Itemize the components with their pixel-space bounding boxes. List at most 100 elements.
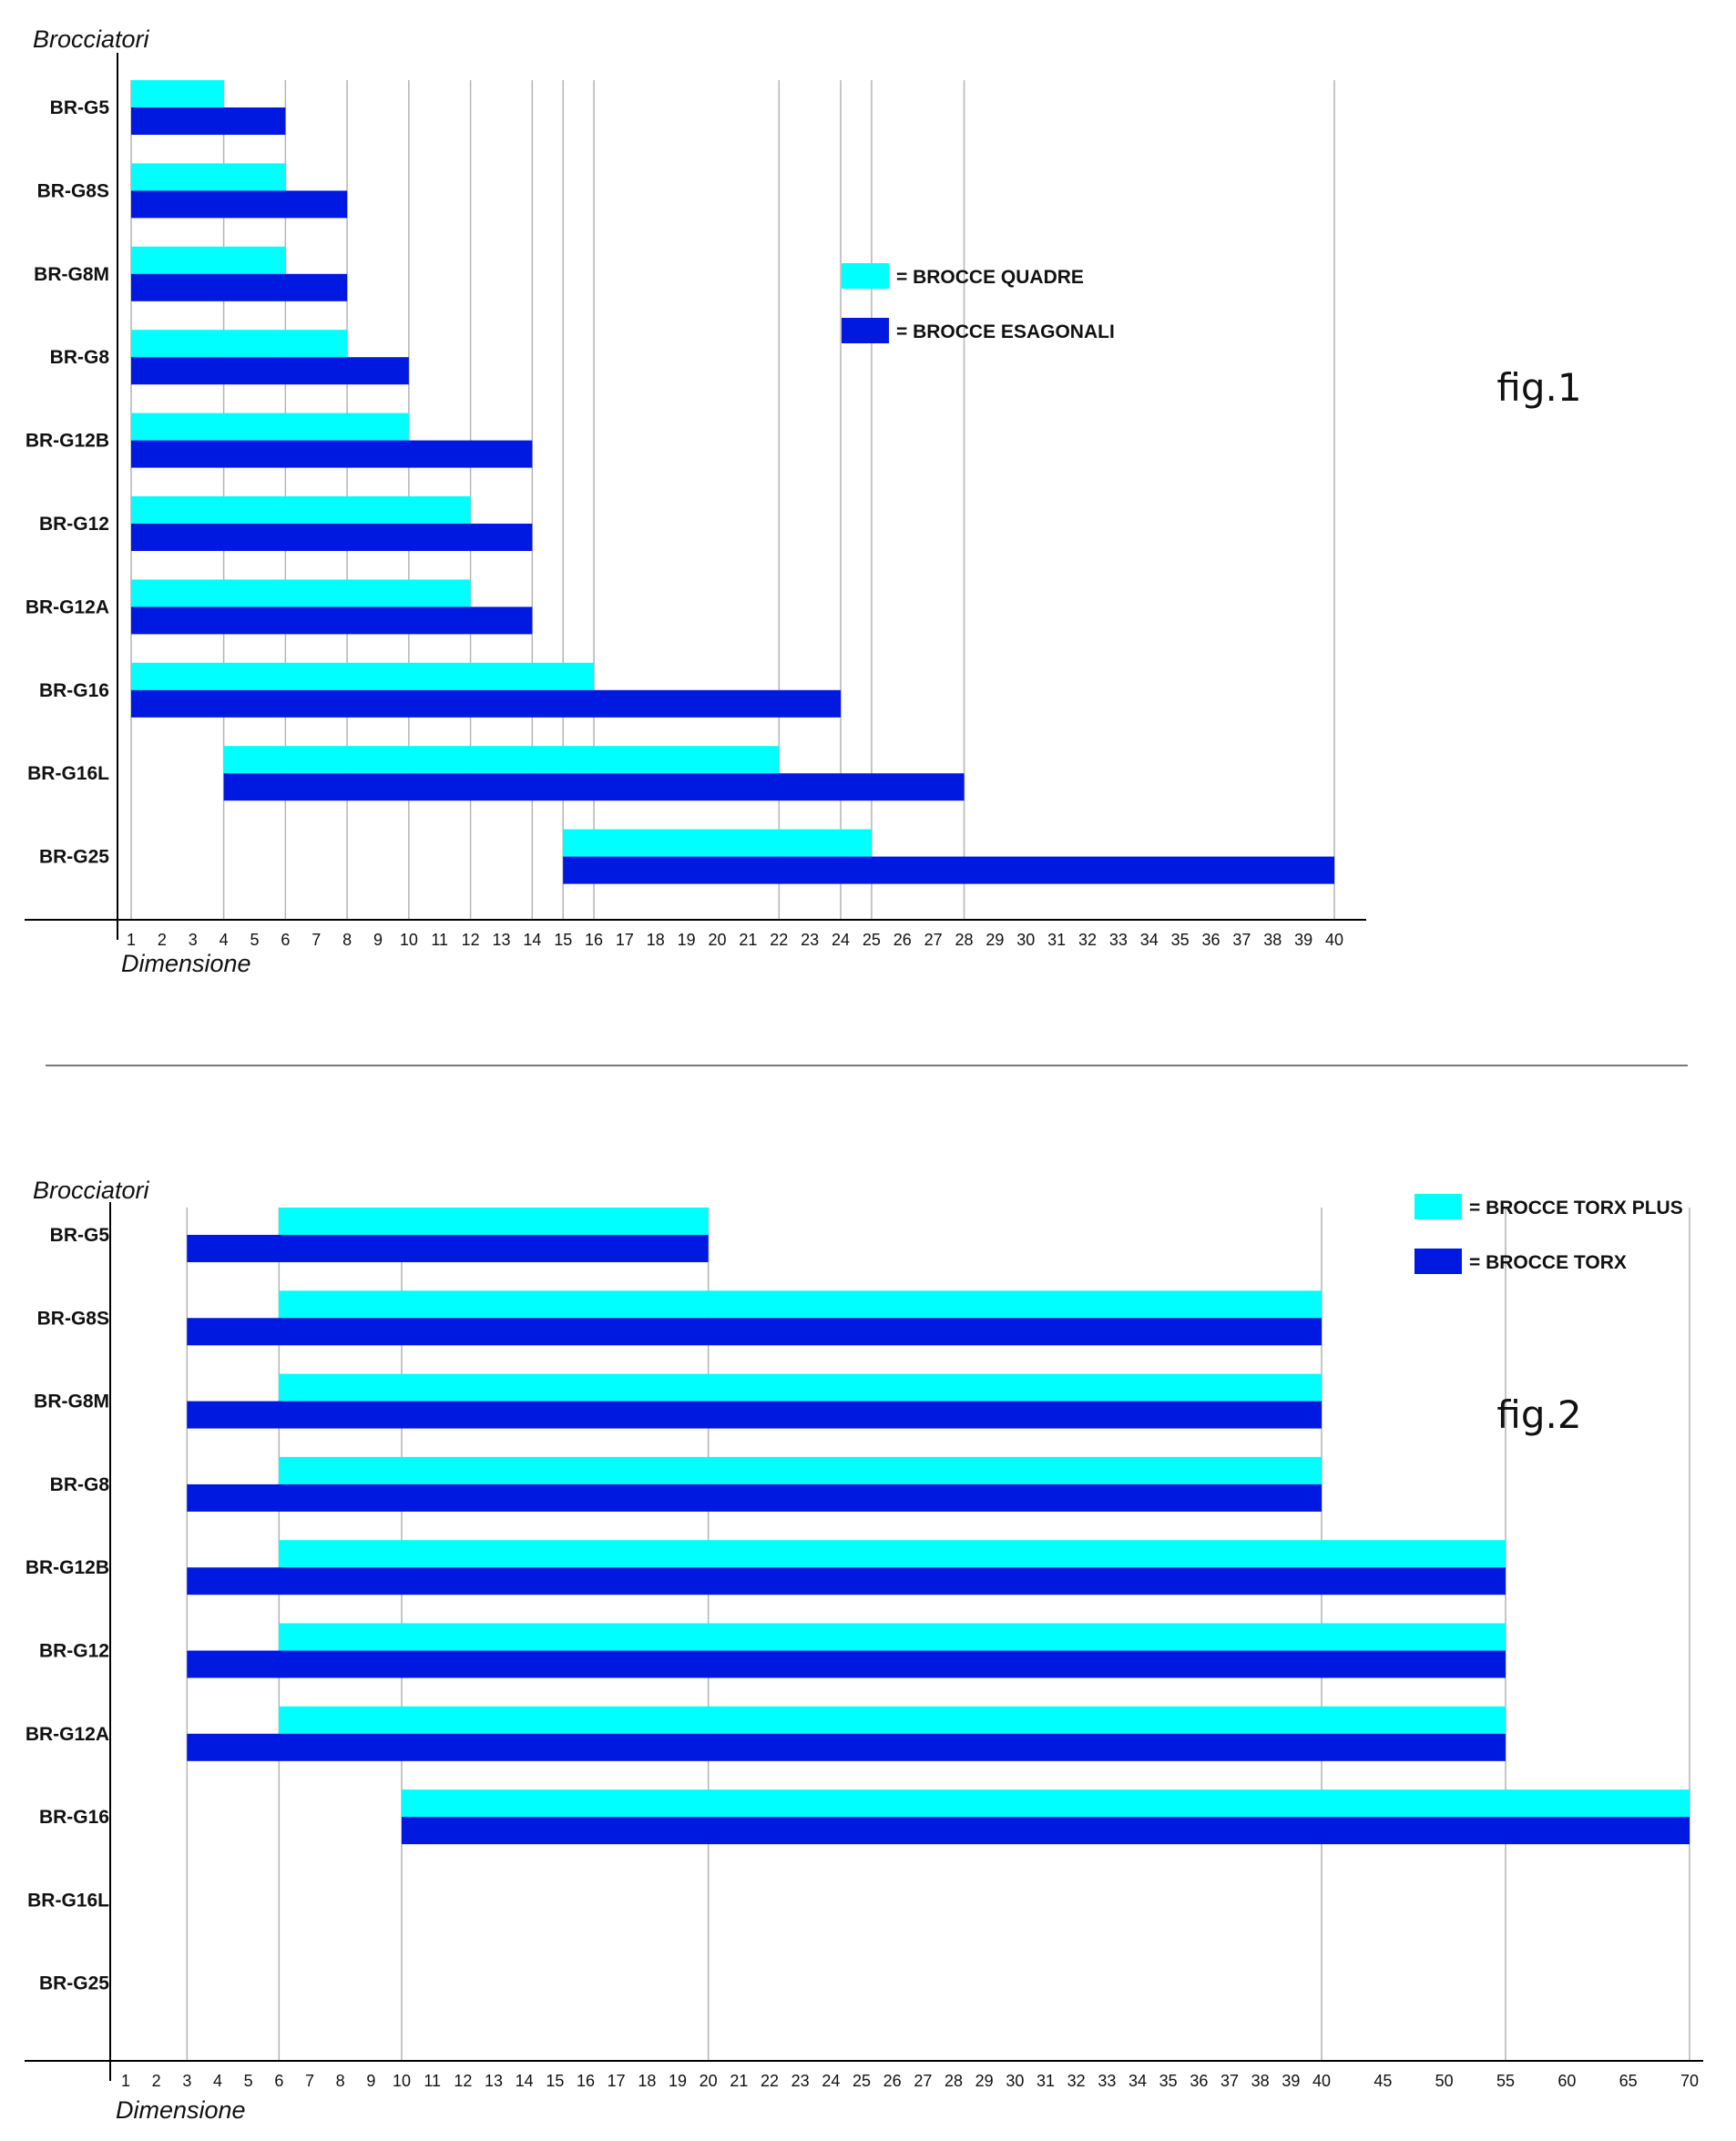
x-tick-label: 29 bbox=[975, 2072, 994, 2090]
legend-label: = BROCCE TORX bbox=[1469, 1252, 1627, 1273]
x-tick-label: 25 bbox=[863, 931, 881, 949]
bar-blue-br-g8s bbox=[131, 190, 348, 219]
category-label: BR-G16L bbox=[27, 1890, 109, 1911]
category-label: BR-G8M bbox=[34, 264, 109, 285]
x-tick-label: 40 bbox=[1312, 2072, 1331, 2090]
legend-label: = BROCCE TORX PLUS bbox=[1469, 1198, 1683, 1218]
x-tick-label: 36 bbox=[1201, 931, 1220, 949]
bar-cyan-br-g12 bbox=[279, 1623, 1506, 1651]
x-tick-label: 14 bbox=[523, 931, 541, 949]
x-tick-label: 20 bbox=[709, 931, 727, 949]
x-tick-label: 5 bbox=[250, 931, 259, 949]
x-tick-label: 17 bbox=[608, 2072, 626, 2090]
category-label: BR-G12B bbox=[26, 1557, 109, 1578]
x-tick-label: 32 bbox=[1078, 931, 1097, 949]
x-tick-label: 34 bbox=[1140, 931, 1159, 949]
bar-cyan-br-g12a bbox=[279, 1706, 1506, 1734]
x-tick-label: 26 bbox=[894, 931, 912, 949]
x-tick-label: 4 bbox=[220, 931, 229, 949]
bar-cyan-br-g8 bbox=[131, 330, 348, 358]
bar-blue-br-g12 bbox=[187, 1650, 1506, 1678]
x-tick-label: 3 bbox=[182, 2072, 191, 2090]
x-tick-label: 35 bbox=[1171, 931, 1190, 949]
bar-blue-br-g12b bbox=[187, 1567, 1506, 1596]
x-tick-label: 16 bbox=[577, 2072, 595, 2090]
x-tick-label: 10 bbox=[400, 931, 418, 949]
bar-cyan-br-g16 bbox=[131, 662, 595, 690]
x-tick-label: 11 bbox=[424, 2072, 441, 2090]
category-label: BR-G25 bbox=[39, 847, 109, 868]
x-tick-label: 38 bbox=[1251, 2072, 1270, 2090]
x-tick-label: 14 bbox=[516, 2072, 534, 2090]
x-tick-label: 22 bbox=[770, 931, 788, 949]
x-tick-label: 5 bbox=[244, 2072, 253, 2090]
x-tick-label: 40 bbox=[1325, 931, 1343, 949]
bar-cyan-br-g8s bbox=[279, 1290, 1322, 1319]
bar-cyan-br-g16l bbox=[223, 746, 780, 774]
x-tick-label: 50 bbox=[1435, 2072, 1454, 2090]
figure-label: fig.2 bbox=[1496, 1392, 1581, 1437]
x-tick-label: 10 bbox=[393, 2072, 411, 2090]
bar-blue-br-g16l bbox=[223, 773, 965, 801]
x-tick-label: 6 bbox=[274, 2072, 283, 2090]
x-tick-label: 9 bbox=[373, 931, 383, 949]
x-tick-label: 4 bbox=[213, 2072, 222, 2090]
x-tick-label: 25 bbox=[853, 2072, 871, 2090]
bar-blue-br-g16 bbox=[131, 689, 842, 718]
y-axis-title: Brocciatori bbox=[33, 25, 150, 53]
bar-blue-br-g8 bbox=[131, 357, 409, 385]
category-label: BR-G12B bbox=[26, 431, 109, 452]
x-tick-label: 12 bbox=[454, 2072, 472, 2090]
category-label: BR-G8S bbox=[37, 180, 109, 201]
bar-cyan-br-g8s bbox=[131, 163, 286, 191]
category-label: BR-G8 bbox=[50, 347, 110, 368]
category-label: BR-G5 bbox=[50, 97, 110, 118]
category-label: BR-G8 bbox=[50, 1474, 110, 1495]
x-tick-label: 39 bbox=[1282, 2072, 1300, 2090]
x-tick-label: 13 bbox=[485, 2072, 503, 2090]
x-tick-label: 23 bbox=[801, 931, 819, 949]
x-tick-label: 55 bbox=[1496, 2072, 1515, 2090]
x-tick-label: 17 bbox=[616, 931, 634, 949]
x-tick-label: 1 bbox=[121, 2072, 130, 2090]
bar-cyan-br-g8m bbox=[131, 246, 286, 274]
x-tick-label: 32 bbox=[1067, 2072, 1086, 2090]
x-tick-label: 3 bbox=[189, 931, 198, 949]
x-tick-label: 15 bbox=[546, 2072, 564, 2090]
bar-cyan-br-g5 bbox=[131, 80, 224, 107]
bar-blue-br-g12b bbox=[131, 440, 533, 468]
figure-label: fig.1 bbox=[1496, 365, 1581, 410]
bar-cyan-br-g5 bbox=[279, 1208, 709, 1235]
bar-blue-br-g8 bbox=[187, 1483, 1322, 1512]
x-tick-label: 18 bbox=[647, 931, 665, 949]
bar-blue-br-g12a bbox=[131, 607, 533, 635]
x-tick-label: 34 bbox=[1128, 2072, 1147, 2090]
x-tick-label: 21 bbox=[730, 2072, 748, 2090]
x-tick-label: 19 bbox=[678, 931, 696, 949]
x-tick-label: 31 bbox=[1036, 2072, 1055, 2090]
x-tick-label: 70 bbox=[1680, 2072, 1699, 2090]
legend-swatch-blue bbox=[1414, 1249, 1462, 1274]
bar-blue-br-g12a bbox=[187, 1733, 1506, 1761]
bar-blue-br-g5 bbox=[187, 1235, 709, 1262]
x-tick-label: 24 bbox=[832, 931, 850, 949]
x-tick-label: 28 bbox=[945, 2072, 963, 2090]
bar-blue-br-g12 bbox=[131, 524, 533, 551]
x-tick-label: 29 bbox=[985, 931, 1004, 949]
x-tick-label: 30 bbox=[1016, 931, 1035, 949]
x-tick-label: 30 bbox=[1006, 2072, 1024, 2090]
bar-cyan-br-g12 bbox=[131, 496, 471, 524]
x-tick-label: 7 bbox=[311, 931, 321, 949]
x-tick-label: 6 bbox=[281, 931, 290, 949]
x-tick-label: 13 bbox=[492, 931, 510, 949]
bar-cyan-br-g12a bbox=[131, 579, 471, 607]
bar-cyan-br-g8m bbox=[279, 1373, 1322, 1402]
x-tick-label: 65 bbox=[1619, 2072, 1638, 2090]
legend-label: = BROCCE QUADRE bbox=[896, 267, 1084, 288]
x-tick-label: 12 bbox=[462, 931, 480, 949]
x-axis-title: Dimensione bbox=[116, 2096, 246, 2124]
x-tick-label: 2 bbox=[152, 2072, 161, 2090]
legend-swatch-cyan bbox=[842, 263, 889, 289]
x-tick-label: 22 bbox=[761, 2072, 779, 2090]
bar-blue-br-g8m bbox=[131, 273, 348, 301]
